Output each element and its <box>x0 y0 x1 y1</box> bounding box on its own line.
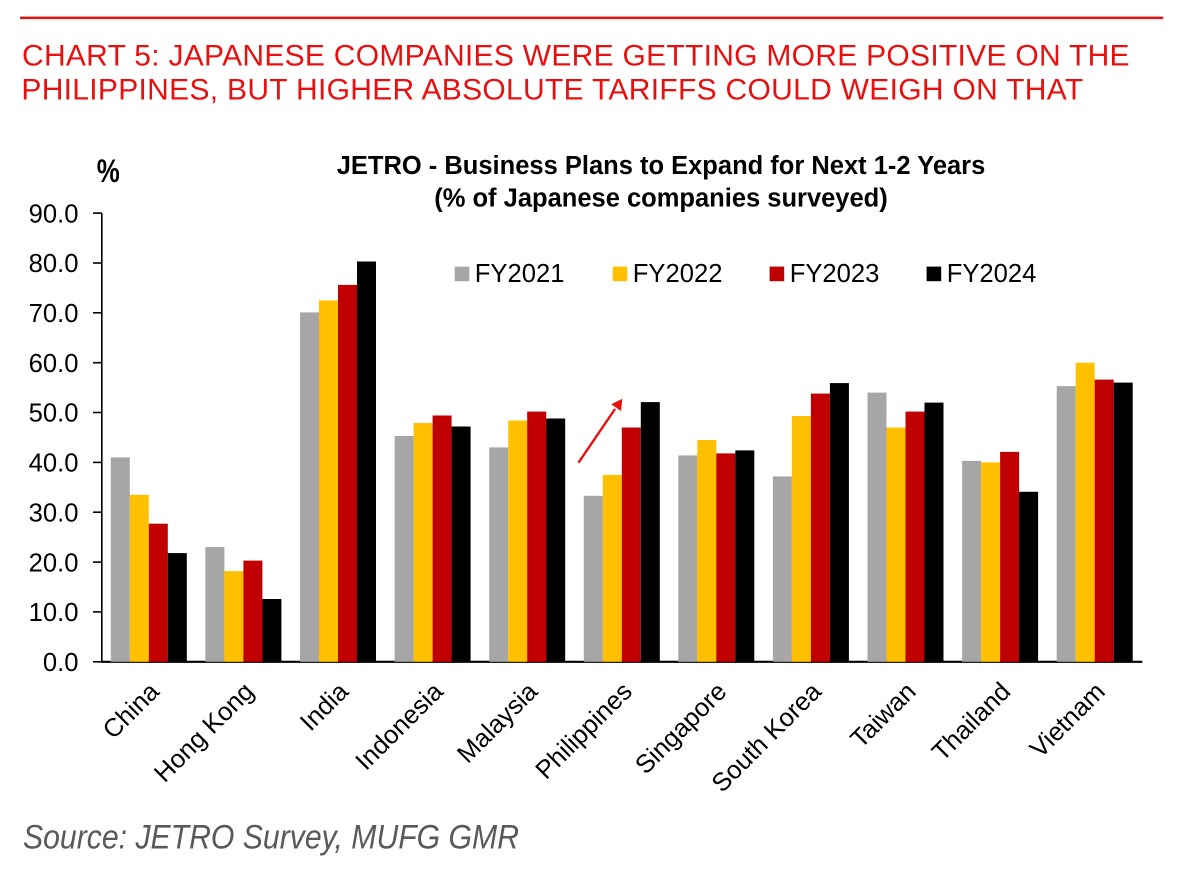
svg-text:20.0: 20.0 <box>29 549 79 577</box>
svg-text:CHART 5: JAPANESE COMPANIES WE: CHART 5: JAPANESE COMPANIES WERE GETTING… <box>22 40 1130 73</box>
svg-text:60.0: 60.0 <box>29 350 79 378</box>
svg-text:JETRO - Business Plans to Expa: JETRO - Business Plans to Expand for Nex… <box>337 152 986 180</box>
svg-text:Taiwan: Taiwan <box>845 677 921 753</box>
svg-text:Philippines: Philippines <box>530 677 637 784</box>
svg-text:90.0: 90.0 <box>29 200 79 228</box>
svg-text:FY2024: FY2024 <box>947 260 1037 288</box>
svg-text:Singapore: Singapore <box>630 677 732 779</box>
svg-text:PHILIPPINES, BUT HIGHER ABSOLU: PHILIPPINES, BUT HIGHER ABSOLUTE TARIFFS… <box>21 74 1083 107</box>
svg-text:Thailand: Thailand <box>927 677 1016 766</box>
svg-text:0.0: 0.0 <box>43 649 79 677</box>
svg-text:Malaysia: Malaysia <box>452 677 544 769</box>
svg-text:50.0: 50.0 <box>29 400 79 428</box>
svg-text:FY2021: FY2021 <box>475 260 565 288</box>
svg-text:Vietnam: Vietnam <box>1025 677 1111 763</box>
svg-text:10.0: 10.0 <box>29 599 79 627</box>
svg-text:Indonesia: Indonesia <box>350 677 449 776</box>
svg-text:80.0: 80.0 <box>29 250 79 278</box>
svg-text:%: % <box>97 153 120 189</box>
svg-text:30.0: 30.0 <box>29 500 79 528</box>
svg-text:(% of Japanese companies surve: (% of Japanese companies surveyed) <box>434 184 888 212</box>
svg-text:Hong Kong: Hong Kong <box>149 677 259 787</box>
svg-text:40.0: 40.0 <box>29 450 79 478</box>
svg-text:Source: JETRO Survey, MUFG GMR: Source: JETRO Survey, MUFG GMR <box>23 818 519 856</box>
svg-text:FY2022: FY2022 <box>633 260 723 288</box>
svg-text:70.0: 70.0 <box>29 300 79 328</box>
svg-text:India: India <box>295 677 355 737</box>
svg-text:China: China <box>98 677 166 745</box>
svg-text:FY2023: FY2023 <box>790 260 880 288</box>
